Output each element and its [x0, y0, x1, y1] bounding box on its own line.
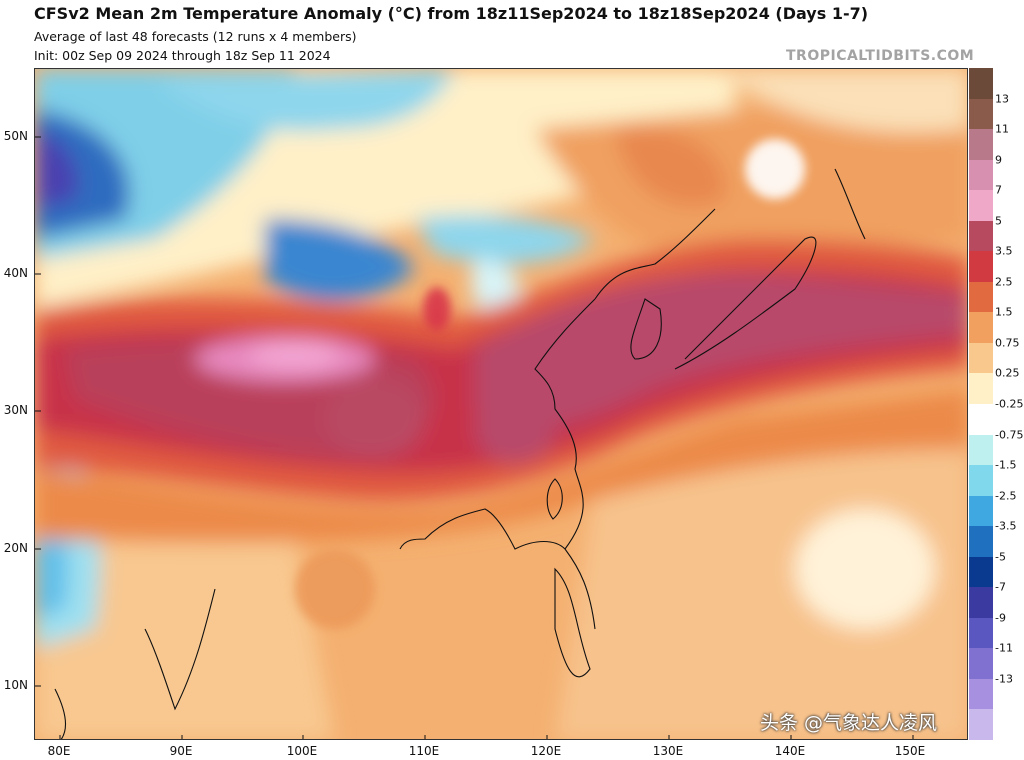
colorbar-label: 9	[995, 153, 1002, 167]
colorbar-label: 1.5	[995, 305, 1013, 319]
colorbar-swatch	[969, 556, 993, 588]
colorbar-swatch	[969, 678, 993, 710]
colorbar-swatch	[969, 434, 993, 466]
colorbar-swatch	[969, 373, 993, 405]
lat-label-30n: 30N	[3, 403, 28, 417]
colorbar-label: -0.25	[995, 397, 1024, 411]
anomaly-map	[34, 68, 968, 740]
colorbar-swatch	[969, 68, 993, 100]
colorbar-label: 3.5	[995, 244, 1013, 258]
lon-label-140e: 140E	[774, 744, 806, 758]
colorbar-label: -9	[995, 611, 1006, 625]
colorbar-label: 0.25	[995, 366, 1020, 380]
lon-label-120e: 120E	[530, 744, 562, 758]
colorbar-swatch	[969, 465, 993, 497]
colorbar-label: 0.75	[995, 336, 1020, 350]
colorbar-swatch	[969, 129, 993, 161]
lon-label-110e: 110E	[408, 744, 440, 758]
lon-label-80e: 80E	[47, 744, 71, 758]
lat-label-20n: 20N	[3, 541, 28, 555]
colorbar-swatch	[969, 159, 993, 191]
colorbar-swatch	[969, 220, 993, 252]
coastlines	[54, 168, 866, 739]
colorbar-label: 2.5	[995, 275, 1013, 289]
colorbar-label: 11	[995, 122, 1009, 136]
colorbar-swatch	[969, 342, 993, 374]
colorbar-swatch	[969, 617, 993, 649]
colorbar-swatch	[969, 526, 993, 558]
colorbar-label: -3.5	[995, 519, 1017, 533]
colorbar-label: 13	[995, 92, 1009, 106]
colorbar-swatch	[969, 98, 993, 130]
colorbar-swatch	[969, 281, 993, 313]
colorbar: 13 11 9 7 5 3.5 2.5 1.5 0.75 0.25 -0.25 -0.75 -1.5 -2…	[969, 68, 1023, 741]
source-brand: TROPICALTIDBITS.COM	[786, 48, 975, 64]
lon-label-100e: 100E	[286, 744, 318, 758]
colorbar-label: -2.5	[995, 489, 1017, 503]
watermark: 头条 @气象达人凌风	[760, 712, 938, 734]
colorbar-swatch	[969, 495, 993, 527]
lat-label-50n: 50N	[3, 129, 28, 143]
colorbar-swatch	[969, 648, 993, 680]
init-text: Init: 00z Sep 09 2024 through 18z Sep 11…	[34, 48, 331, 63]
colorbar-label: -11	[995, 641, 1013, 655]
lat-label-10n: 10N	[3, 678, 28, 692]
colorbar-label: -5	[995, 550, 1006, 564]
colorbar-label: -1.5	[995, 458, 1017, 472]
colorbar-label: 5	[995, 214, 1002, 228]
map-title: CFSv2 Mean 2m Temperature Anomaly (°C) f…	[34, 4, 869, 23]
map-subtitle: Average of last 48 forecasts (12 runs x …	[34, 29, 357, 44]
colorbar-swatch	[969, 251, 993, 283]
colorbar-label: -7	[995, 580, 1006, 594]
colorbar-label: -0.75	[995, 428, 1024, 442]
lon-label-150e: 150E	[894, 744, 926, 758]
anomaly-detail	[295, 139, 805, 629]
colorbar-swatch	[969, 312, 993, 344]
colorbar-swatch	[969, 404, 993, 436]
colorbar-label: -13	[995, 672, 1013, 686]
colorbar-swatch	[969, 709, 993, 741]
colorbar-swatch	[969, 190, 993, 222]
graticule-ticks	[35, 136, 914, 739]
colorbar-swatch	[969, 587, 993, 619]
colorbar-label: 7	[995, 183, 1002, 197]
lat-label-40n: 40N	[3, 266, 28, 280]
lon-label-90e: 90E	[169, 744, 193, 758]
lon-label-130e: 130E	[652, 744, 684, 758]
